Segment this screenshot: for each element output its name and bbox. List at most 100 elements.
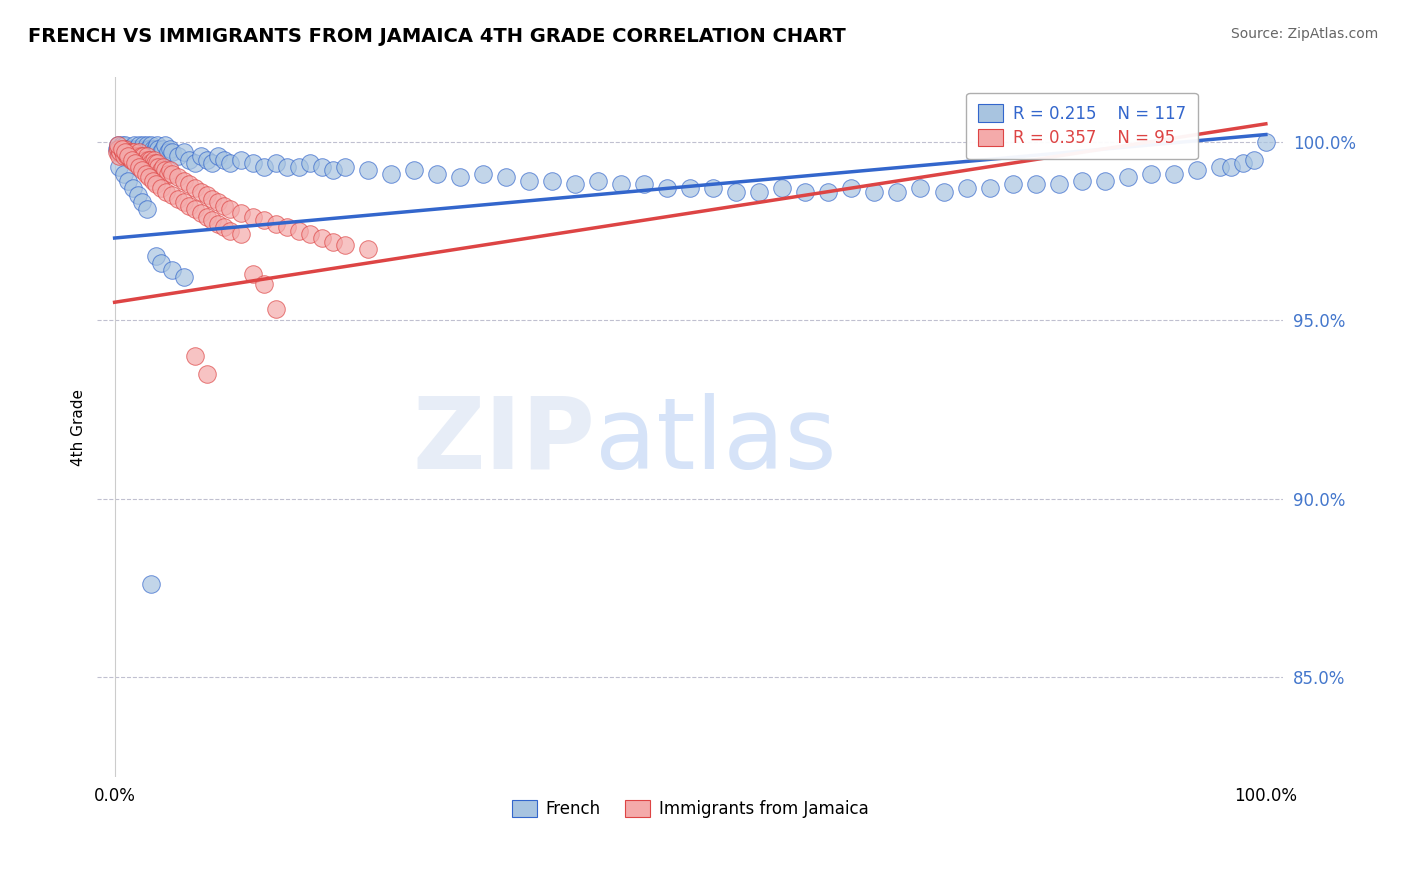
Point	[125, 145, 148, 160]
Point	[167, 170, 190, 185]
Point	[128, 138, 150, 153]
Point	[138, 145, 160, 160]
Point	[311, 231, 333, 245]
Point	[1185, 163, 1208, 178]
Text: ZIP: ZIP	[412, 392, 595, 490]
Point	[112, 167, 135, 181]
Point	[1139, 167, 1161, 181]
Point	[195, 153, 218, 167]
Point	[152, 142, 174, 156]
Point	[117, 145, 139, 160]
Point	[253, 160, 276, 174]
Point	[145, 160, 167, 174]
Point	[105, 142, 128, 156]
Point	[117, 149, 139, 163]
Point	[357, 242, 380, 256]
Point	[190, 149, 212, 163]
Point	[120, 153, 142, 167]
Point	[242, 210, 264, 224]
Point	[136, 142, 159, 156]
Point	[725, 185, 748, 199]
Point	[121, 153, 143, 167]
Point	[184, 202, 207, 217]
Point	[1254, 135, 1277, 149]
Point	[242, 267, 264, 281]
Point	[212, 220, 235, 235]
Point	[167, 149, 190, 163]
Point	[108, 145, 131, 160]
Point	[124, 142, 146, 156]
Point	[179, 199, 201, 213]
Point	[148, 142, 170, 156]
Point	[426, 167, 449, 181]
Point	[107, 138, 129, 153]
Point	[145, 249, 167, 263]
Point	[311, 160, 333, 174]
Point	[110, 142, 132, 156]
Point	[112, 149, 135, 163]
Point	[142, 142, 165, 156]
Point	[173, 145, 195, 160]
Point	[135, 156, 157, 170]
Point	[131, 149, 153, 163]
Point	[135, 145, 157, 160]
Point	[657, 181, 679, 195]
Point	[817, 185, 839, 199]
Point	[127, 142, 149, 156]
Point	[1116, 170, 1139, 185]
Point	[141, 577, 163, 591]
Point	[231, 153, 253, 167]
Point	[125, 153, 148, 167]
Point	[149, 163, 172, 178]
Point	[380, 167, 402, 181]
Point	[115, 145, 138, 160]
Point	[1070, 174, 1092, 188]
Point	[142, 153, 165, 167]
Point	[134, 142, 156, 156]
Point	[218, 202, 240, 217]
Point	[127, 149, 149, 163]
Point	[139, 153, 162, 167]
Point	[132, 149, 155, 163]
Point	[770, 181, 793, 195]
Point	[195, 188, 218, 202]
Point	[108, 160, 131, 174]
Point	[121, 142, 143, 156]
Point	[357, 163, 380, 178]
Y-axis label: 4th Grade: 4th Grade	[72, 389, 86, 466]
Point	[138, 156, 160, 170]
Point	[299, 156, 322, 170]
Point	[111, 142, 134, 156]
Text: atlas: atlas	[595, 392, 837, 490]
Point	[212, 153, 235, 167]
Point	[184, 181, 207, 195]
Point	[610, 178, 633, 192]
Point	[184, 349, 207, 363]
Point	[402, 163, 425, 178]
Point	[142, 160, 165, 174]
Point	[212, 199, 235, 213]
Point	[264, 302, 287, 317]
Point	[218, 224, 240, 238]
Point	[132, 138, 155, 153]
Point	[122, 181, 145, 195]
Point	[190, 206, 212, 220]
Point	[288, 224, 311, 238]
Point	[155, 138, 177, 153]
Point	[131, 156, 153, 170]
Point	[155, 185, 177, 199]
Point	[1025, 178, 1047, 192]
Point	[129, 149, 152, 163]
Point	[118, 145, 141, 160]
Point	[122, 138, 145, 153]
Point	[184, 156, 207, 170]
Point	[129, 145, 152, 160]
Point	[139, 142, 162, 156]
Point	[152, 160, 174, 174]
Point	[114, 138, 136, 153]
Point	[167, 192, 190, 206]
Point	[231, 206, 253, 220]
Point	[114, 145, 136, 160]
Point	[115, 142, 138, 156]
Point	[136, 153, 159, 167]
